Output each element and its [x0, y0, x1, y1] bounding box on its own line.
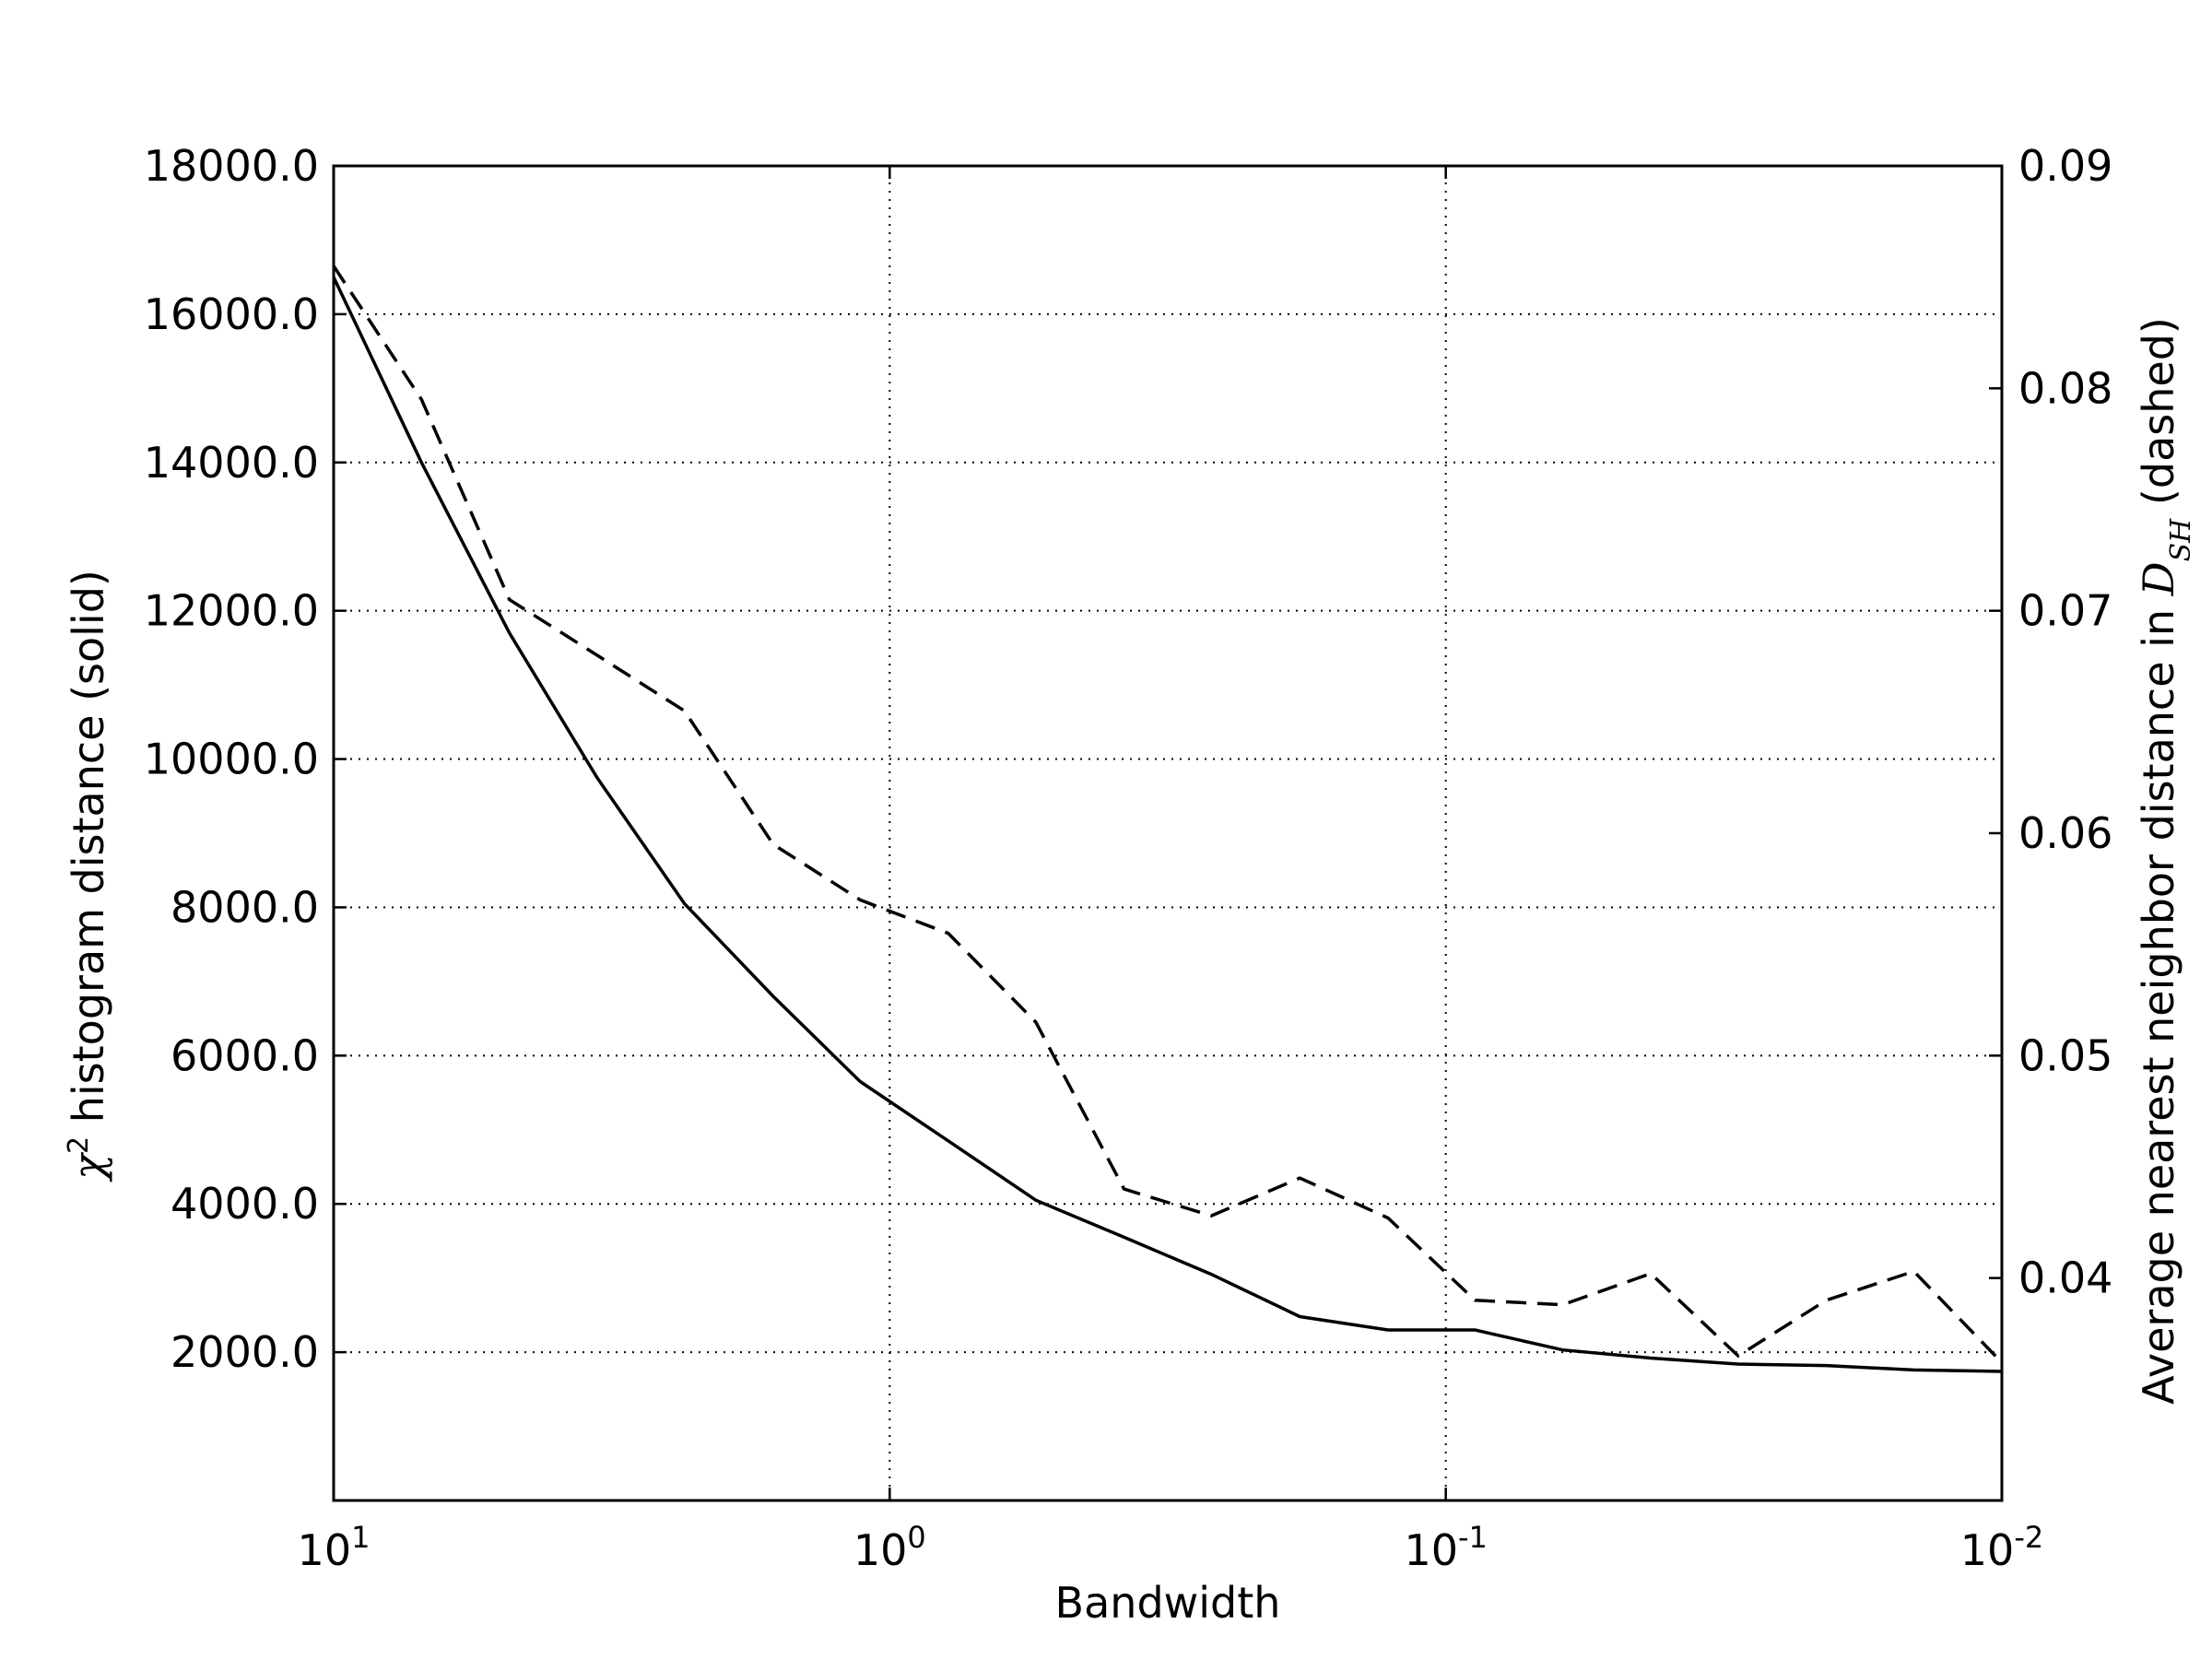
x-tick-label: 10-1 — [1404, 1520, 1487, 1575]
y-left-tick-label: 12000.0 — [144, 586, 319, 636]
y-right-label-suffix: (dashed) — [2134, 317, 2183, 519]
y-left-label-superscript: 2 — [63, 1136, 95, 1154]
x-tick-label-exponent: -2 — [2014, 1520, 2043, 1555]
grid-lines — [334, 166, 2002, 1500]
y-left-tick-label: 2000.0 — [171, 1327, 319, 1377]
x-tick-label: 101 — [298, 1520, 371, 1575]
y-left-tick-label: 18000.0 — [144, 141, 319, 191]
x-tick-label-base: 10 — [853, 1525, 908, 1575]
y-right-label-math: D — [2134, 561, 2183, 596]
x-tick-label-exponent: 1 — [351, 1520, 370, 1555]
y-right-label-subscript: SH — [2165, 518, 2197, 562]
y-right-tick-label: 0.06 — [2018, 808, 2112, 858]
y-right-label-text: Average nearest neighbor distance in — [2134, 595, 2183, 1405]
y-left-tick-label: 8000.0 — [171, 882, 319, 932]
y-right-tick-label: 0.09 — [2018, 141, 2112, 191]
x-tick-label-base: 10 — [298, 1525, 352, 1575]
tick-labels: 101 100 10-1 10-22000.04000.06000.08000.010… — [144, 141, 2113, 1575]
dashed-series-line — [332, 265, 2004, 1364]
y-left-label-text: histogram distance (solid) — [64, 570, 113, 1136]
y-right-tick-label: 0.05 — [2018, 1030, 2112, 1080]
x-tick-label-base: 10 — [1404, 1525, 1458, 1575]
axis-ticks — [332, 164, 2004, 1500]
y-right-tick-label: 0.08 — [2018, 363, 2112, 413]
series-layer — [332, 265, 2004, 1373]
y-left-label-chi: χ — [64, 1151, 113, 1182]
x-tick-label-exponent: -1 — [1458, 1520, 1488, 1555]
plot-frame — [332, 164, 2004, 1502]
y-left-axis-label: χ2 histogram distance (solid) — [63, 570, 114, 1182]
solid-series-line — [332, 276, 2003, 1373]
y-right-axis-label: Average nearest neighbor distance in DSH… — [2134, 317, 2197, 1405]
x-axis-label: Bandwidth — [1055, 1578, 1281, 1628]
x-tick-label: 100 — [853, 1520, 926, 1575]
y-left-tick-label: 6000.0 — [171, 1030, 319, 1080]
y-right-tick-label: 0.04 — [2018, 1253, 2112, 1303]
x-tick-label-base: 10 — [1960, 1525, 2015, 1575]
y-left-tick-label: 14000.0 — [144, 438, 319, 488]
y-right-tick-label: 0.07 — [2018, 586, 2112, 636]
y-left-tick-label: 16000.0 — [144, 289, 319, 339]
y-left-tick-label: 4000.0 — [171, 1179, 319, 1229]
x-tick-label: 10-2 — [1960, 1520, 2043, 1575]
y-left-tick-label: 10000.0 — [144, 735, 319, 784]
x-tick-label-exponent: 0 — [907, 1520, 925, 1555]
